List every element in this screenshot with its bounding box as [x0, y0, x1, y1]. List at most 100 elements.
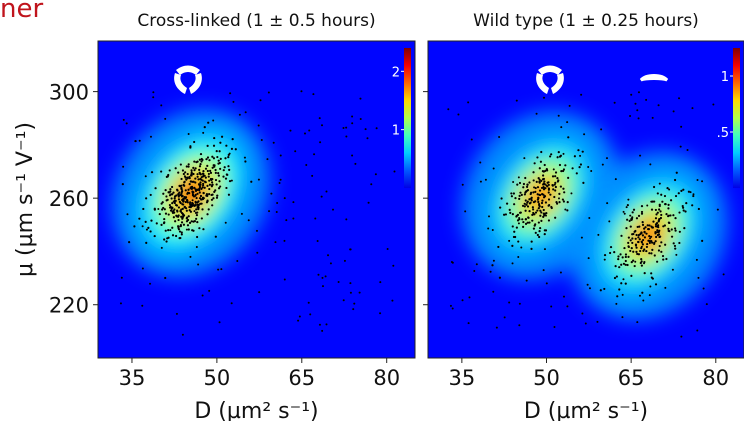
data-point: [526, 183, 529, 186]
chart-title: Wild type (1 ± 0.25 hours): [473, 11, 699, 31]
data-point: [520, 246, 523, 249]
data-point: [660, 193, 663, 196]
data-point: [141, 225, 144, 228]
data-point: [631, 237, 634, 240]
data-point: [528, 198, 531, 201]
data-point: [637, 91, 640, 94]
data-point: [645, 232, 648, 235]
data-point: [511, 262, 514, 265]
data-point: [194, 188, 197, 191]
data-point: [177, 195, 180, 198]
data-point: [541, 205, 544, 209]
data-point: [173, 201, 176, 205]
data-point: [508, 301, 511, 304]
data-point: [517, 256, 520, 259]
data-point: [705, 303, 708, 306]
x-tick-label: 35: [448, 366, 475, 390]
data-point: [144, 175, 147, 178]
data-point: [580, 93, 583, 96]
data-point: [177, 198, 181, 201]
data-point: [528, 209, 531, 213]
data-point: [205, 158, 208, 161]
data-point: [167, 213, 170, 216]
data-point: [119, 302, 122, 305]
data-point: [243, 156, 246, 159]
data-point: [393, 170, 396, 173]
data-point: [183, 205, 186, 208]
data-point: [557, 151, 560, 154]
data-point: [189, 201, 192, 204]
data-point: [650, 235, 653, 238]
data-point: [180, 231, 183, 234]
data-point: [194, 193, 197, 197]
data-point: [206, 164, 209, 167]
data-point: [219, 157, 222, 160]
data-point: [157, 207, 160, 210]
data-point: [648, 224, 651, 227]
data-point: [518, 197, 521, 200]
data-point: [630, 260, 633, 264]
data-point: [638, 294, 641, 297]
data-point: [530, 240, 533, 243]
data-point: [629, 249, 632, 253]
data-point: [547, 183, 550, 187]
data-point: [650, 200, 653, 203]
data-point: [359, 117, 362, 120]
data-point: [150, 171, 154, 174]
data-point: [543, 233, 546, 236]
data-point: [461, 299, 464, 302]
data-point: [679, 145, 682, 148]
data-point: [479, 161, 482, 164]
data-point: [526, 200, 529, 203]
data-point: [171, 234, 175, 237]
data-point: [526, 189, 530, 192]
data-point: [193, 169, 196, 172]
data-point: [475, 263, 478, 266]
data-point: [495, 326, 498, 329]
data-point: [197, 263, 200, 266]
data-point: [557, 114, 560, 117]
data-point: [648, 235, 651, 238]
data-point: [268, 210, 271, 213]
data-point: [556, 177, 559, 180]
data-point: [539, 214, 542, 217]
data-point: [645, 245, 649, 249]
data-point: [449, 304, 452, 307]
data-point: [178, 184, 181, 188]
data-point: [625, 206, 628, 209]
data-point: [209, 171, 213, 175]
data-point: [164, 117, 167, 120]
data-point: [457, 113, 460, 116]
data-point: [692, 194, 695, 198]
data-point: [552, 188, 555, 191]
data-point: [650, 208, 654, 211]
data-point: [515, 99, 518, 102]
data-point: [511, 244, 514, 247]
data-point: [628, 219, 631, 222]
data-point: [467, 322, 470, 325]
data-point: [196, 173, 199, 176]
data-point: [255, 229, 258, 232]
data-point: [203, 126, 206, 129]
data-point: [622, 262, 626, 265]
data-point: [622, 210, 625, 213]
data-point: [195, 245, 198, 248]
data-point: [206, 194, 209, 197]
data-point: [169, 209, 173, 212]
data-point: [195, 196, 198, 200]
data-point: [535, 112, 538, 115]
data-point: [370, 183, 373, 186]
data-point: [532, 208, 535, 211]
data-point: [203, 186, 206, 189]
data-point: [211, 193, 214, 196]
data-point: [173, 208, 176, 211]
data-point: [196, 211, 199, 214]
data-point: [522, 220, 525, 224]
data-point: [229, 92, 232, 95]
data-point: [631, 233, 634, 236]
data-point: [672, 110, 675, 113]
data-point: [657, 104, 660, 107]
y-tick-label: 220: [49, 294, 89, 318]
data-point: [171, 226, 174, 229]
data-point: [218, 180, 221, 183]
